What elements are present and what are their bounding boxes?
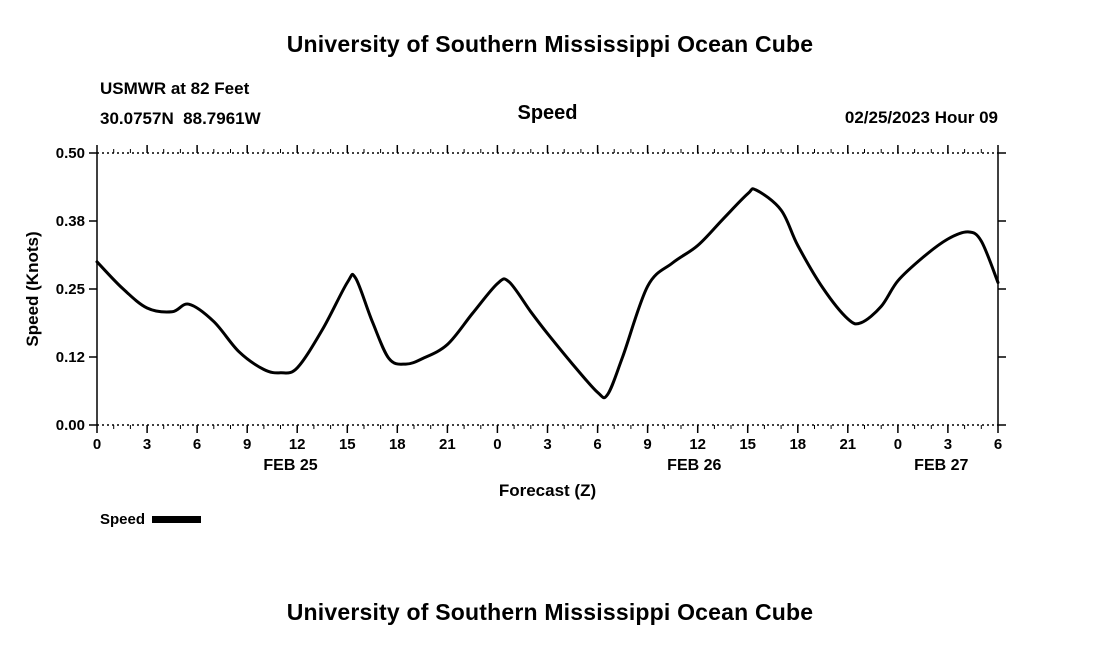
x-tick-label: 12 <box>289 436 306 453</box>
x-tick-label: 18 <box>789 436 806 453</box>
x-tick-label: 6 <box>193 436 201 453</box>
x-tick-label: 15 <box>339 436 356 453</box>
x-tick-label: 12 <box>689 436 706 453</box>
speed-curve <box>95 187 1000 400</box>
page-title: University of Southern Mississippi Ocean… <box>286 31 814 57</box>
x-tick-label: 0 <box>493 436 501 453</box>
y-tick-label: 0.00 <box>56 417 85 434</box>
x-tick-label: 3 <box>143 436 151 453</box>
x-tick-label: 0 <box>93 436 101 453</box>
x-date-label: FEB 27 <box>914 457 968 474</box>
y-tick-label: 0.12 <box>56 349 85 366</box>
x-tick-label: 21 <box>839 436 856 453</box>
y-tick-label: 0.50 <box>56 145 85 162</box>
speed-chart: 0.00 0.12 0.25 0.38 0.50 0 3 6 9 12 15 18 21 0 3 6 9 12 15… <box>23 145 1006 474</box>
x-tick-label: 15 <box>739 436 756 453</box>
legend: Speed <box>100 510 202 528</box>
x-tick-label: 3 <box>944 436 952 453</box>
chart-title: Speed <box>517 102 578 124</box>
x-tick-label: 6 <box>593 436 601 453</box>
station-coordinates: 30.0757N 88.7961W <box>100 109 261 128</box>
legend-label: Speed <box>100 510 146 528</box>
x-tick-label: 3 <box>543 436 551 453</box>
x-tick-label: 9 <box>643 436 651 453</box>
x-tick-label: 6 <box>994 436 1002 453</box>
legend-line-swatch <box>152 515 202 523</box>
datetime-label: 02/25/2023 Hour 09 <box>844 108 998 127</box>
x-tick-label: 18 <box>389 436 406 453</box>
x-tick-label: 21 <box>439 436 456 453</box>
y-tick-label: 0.25 <box>56 281 85 298</box>
x-tick-label: 0 <box>894 436 902 453</box>
x-axis-title: Forecast (Z) <box>498 481 597 500</box>
footer-title: University of Southern Mississippi Ocean… <box>286 599 814 625</box>
y-axis-title: Speed (Knots) <box>23 231 42 346</box>
x-tick-label: 9 <box>243 436 251 453</box>
x-date-label: FEB 26 <box>667 457 721 474</box>
y-tick-label: 0.38 <box>56 213 85 230</box>
x-date-label: FEB 25 <box>263 457 317 474</box>
station-name: USMWR at 82 Feet <box>100 79 250 98</box>
